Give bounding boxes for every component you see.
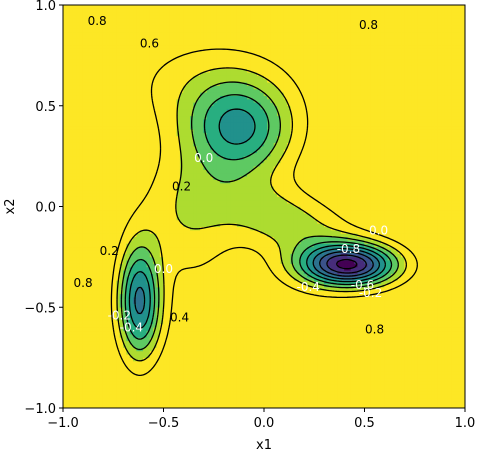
plot-area: 0.80.60.80.00.20.0-0.8-0.4 -0.6-0.20.20.0… bbox=[63, 5, 466, 409]
contour-fill bbox=[63, 5, 466, 409]
